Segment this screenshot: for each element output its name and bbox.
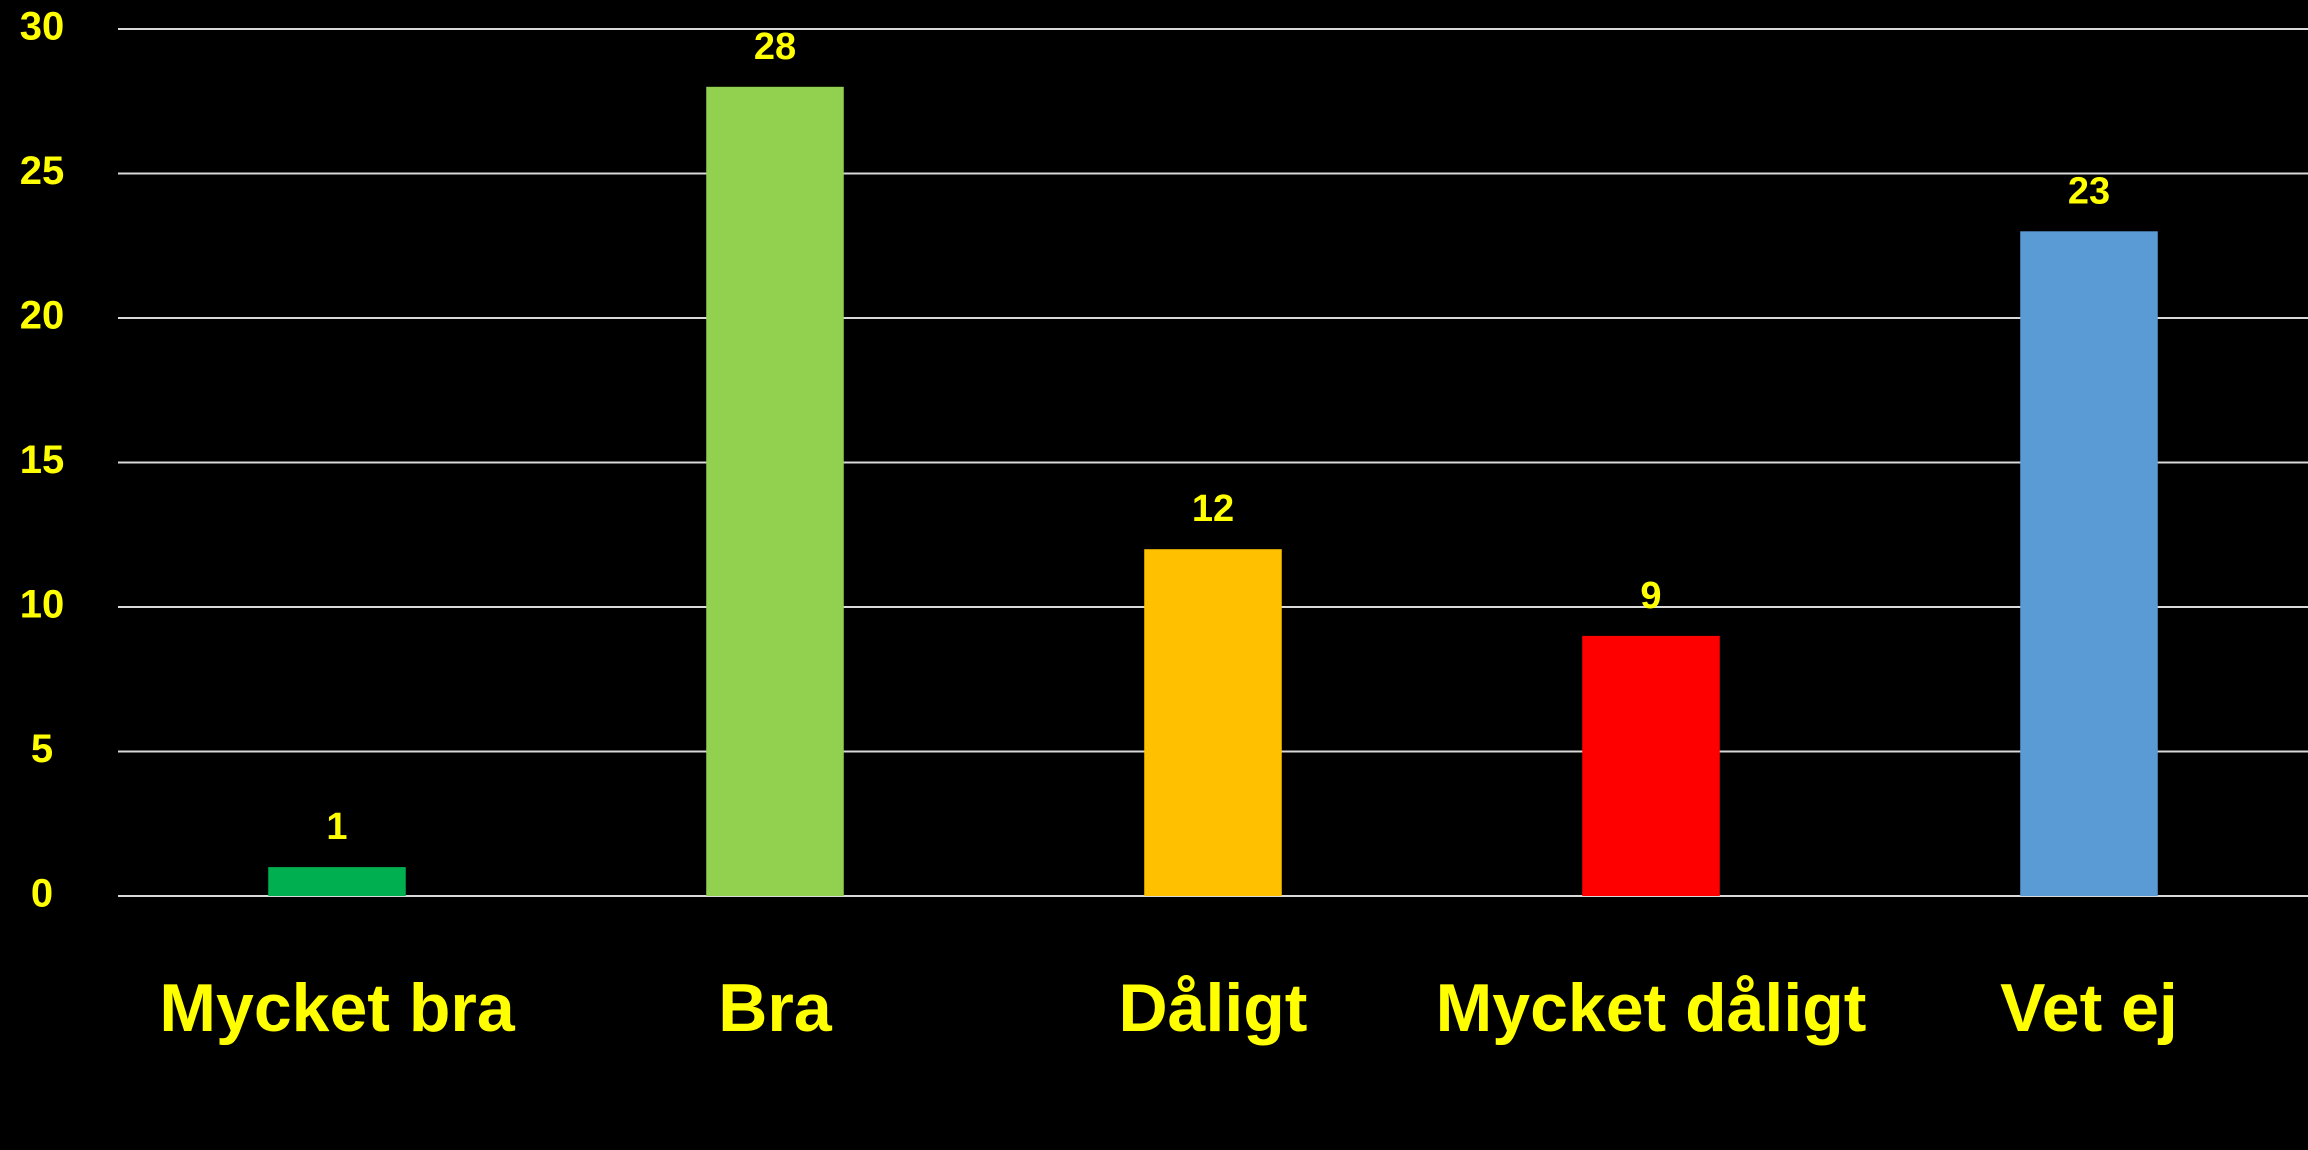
y-tick-label: 5 — [31, 727, 53, 771]
x-tick-label: Mycket dåligt — [1435, 970, 1867, 1046]
bar — [1144, 549, 1282, 896]
y-tick-label: 10 — [20, 583, 65, 627]
y-tick-label: 0 — [31, 872, 53, 916]
x-tick-label: Mycket bra — [159, 970, 515, 1046]
value-label: 23 — [2068, 170, 2110, 212]
x-tick-label-box: Mycket bra — [159, 970, 515, 1046]
y-tick-label: 15 — [20, 438, 65, 482]
y-tick-label: 25 — [20, 149, 65, 193]
value-label: 28 — [754, 26, 796, 68]
y-tick-label: 30 — [20, 5, 65, 49]
bar — [268, 867, 406, 896]
x-tick-label-box: Vet ej — [2000, 970, 2178, 1046]
value-label: 1 — [326, 806, 347, 848]
x-tick-label-box: Bra — [718, 970, 832, 1046]
value-label: 12 — [1192, 488, 1234, 530]
value-label: 9 — [1640, 575, 1661, 617]
x-tick-label-box: Mycket dåligt — [1435, 970, 1867, 1046]
x-tick-label: Vet ej — [2000, 970, 2178, 1046]
x-tick-label: Dåligt — [1118, 970, 1308, 1046]
y-tick-label: 20 — [20, 294, 65, 338]
bar — [2020, 231, 2158, 897]
x-tick-label-box: Dåligt — [1118, 970, 1308, 1046]
x-tick-label: Bra — [718, 970, 832, 1046]
bar — [1582, 635, 1720, 896]
bar — [706, 86, 844, 897]
